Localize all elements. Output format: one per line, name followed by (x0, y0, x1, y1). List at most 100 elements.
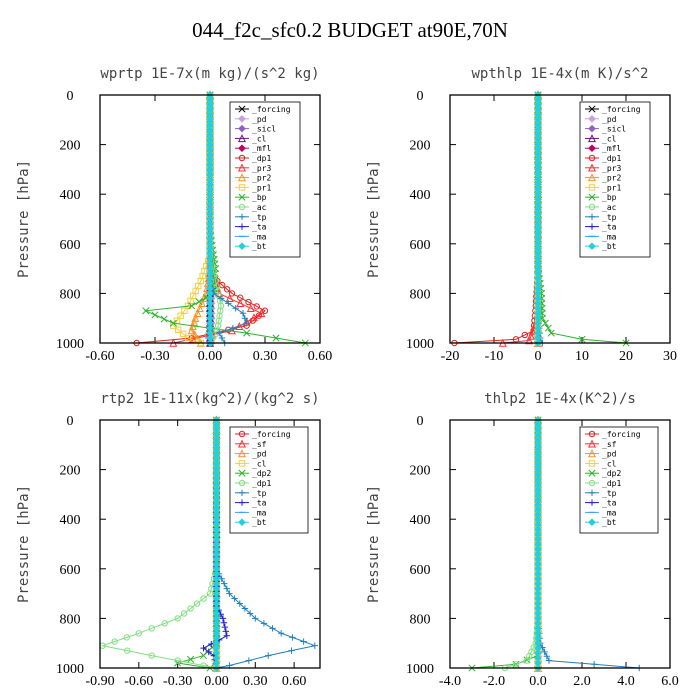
data-point (217, 295, 225, 302)
legend-label: _pd (252, 115, 267, 124)
legend-marker (588, 489, 596, 496)
legend-item-ma: _ma (585, 508, 617, 517)
legend-item-tp: _tp (585, 213, 617, 222)
data-point (206, 590, 214, 597)
plot-frame (99, 94, 321, 344)
series-bt (534, 91, 542, 347)
data-point (241, 315, 249, 322)
legend-item-pd: _pd (585, 115, 617, 124)
data-point (208, 640, 215, 648)
series-line-dp1 (504, 420, 539, 669)
data-point (187, 326, 196, 335)
legend-label: _ta (602, 223, 617, 232)
data-point (199, 652, 208, 660)
chart-wprtp: wprtp 1E-7x(m kg)/(s^2 kg) Pressure [hPa]… (16, 66, 333, 364)
legend-item-bt: _bt (235, 242, 267, 251)
legend-marker (238, 430, 246, 438)
x-tick-label: -0.30 (163, 674, 192, 689)
legend-item-bt: _bt (235, 518, 267, 527)
plot-frame (449, 94, 671, 344)
legend-label: _sf (252, 440, 267, 449)
legend-label: _ta (602, 499, 617, 508)
x-tick-label: 10 (575, 349, 589, 364)
legend-marker (588, 469, 596, 477)
data-point (148, 625, 155, 632)
data-point (200, 595, 207, 602)
y-axis-label: Pressure [hPa] (16, 160, 32, 278)
data-point (246, 610, 254, 617)
data-point (544, 324, 552, 332)
legend-label: _forcing (602, 430, 641, 439)
y-tick-label: 1000 (56, 662, 84, 677)
legend-item-pd: _pd (235, 449, 267, 459)
legend-marker (587, 449, 597, 458)
data-point (239, 310, 247, 317)
legend-label: _ma (252, 508, 267, 517)
legend-label: _tp (602, 489, 617, 498)
legend-marker (588, 124, 596, 133)
y-tick-label: 200 (410, 464, 431, 479)
data-point (193, 600, 201, 607)
legend-item-forcing: _forcing (585, 105, 641, 114)
legend-item-dp2: _dp2 (585, 469, 621, 478)
legend-marker (587, 439, 597, 448)
legend-marker (238, 144, 246, 152)
data-point (223, 286, 231, 293)
x-tick-label: 20 (619, 349, 633, 364)
x-tick-label: 0.60 (308, 349, 333, 364)
legend-label: _dp2 (252, 469, 271, 478)
data-point (245, 298, 252, 306)
legend-label: _sicl (602, 125, 626, 134)
legend-marker (588, 184, 596, 191)
series-dp2 (468, 416, 542, 672)
x-tick-label: -0.30 (140, 349, 169, 364)
data-point (142, 307, 150, 315)
data-point (205, 648, 212, 656)
legend-item-bp: _bp (235, 193, 267, 202)
legend-marker (237, 449, 247, 458)
y-tick-label: 600 (60, 238, 81, 253)
data-point (169, 319, 177, 327)
data-point (289, 634, 296, 641)
legend-marker (588, 518, 596, 526)
legend-item-tp: _tp (235, 213, 267, 222)
legend-item-forcing: _forcing (235, 430, 291, 439)
data-point (190, 330, 199, 339)
data-point (135, 630, 143, 637)
legend-label: _ac (602, 203, 617, 212)
data-point (175, 326, 182, 333)
data-point (181, 307, 188, 314)
plot-frame (99, 419, 321, 669)
legend-marker (588, 223, 596, 230)
legend-item-ac: _ac (235, 203, 267, 212)
legend-marker (238, 213, 246, 220)
legend-item-pr2: _pr2 (235, 173, 271, 183)
data-point (288, 647, 295, 654)
legend-label: _dp1 (252, 154, 271, 163)
legend-item-dp2: _dp2 (235, 469, 271, 478)
figure-title: 044_f2c_sfc0.2 BUDGET at90E,70N (192, 18, 508, 42)
legend-label: _pd (602, 115, 617, 124)
y-tick-label: 400 (60, 188, 81, 203)
legend: _forcing_pd_sicl_cl_mfl_dp1_pr3_pr2_pr1_… (229, 101, 301, 258)
series-bt (212, 416, 221, 672)
data-point (541, 648, 548, 656)
legend-item-ac: _ac (585, 203, 617, 212)
legend-marker (588, 193, 596, 201)
legend-marker (238, 460, 246, 467)
data-point (260, 620, 268, 627)
data-point (547, 329, 555, 337)
legend-item-ma: _ma (235, 232, 267, 241)
data-point (221, 623, 229, 631)
legend-marker (588, 213, 596, 220)
legend-item-mfl: _mfl (585, 144, 621, 153)
data-point (225, 294, 234, 303)
data-point (236, 299, 245, 308)
x-tick-label: 0.0 (529, 674, 547, 689)
y-tick-label: 800 (410, 612, 431, 627)
data-point (257, 308, 266, 317)
legend-marker (588, 115, 596, 123)
legend-label: _forcing (252, 105, 291, 114)
legend-label: _pr3 (252, 164, 271, 173)
